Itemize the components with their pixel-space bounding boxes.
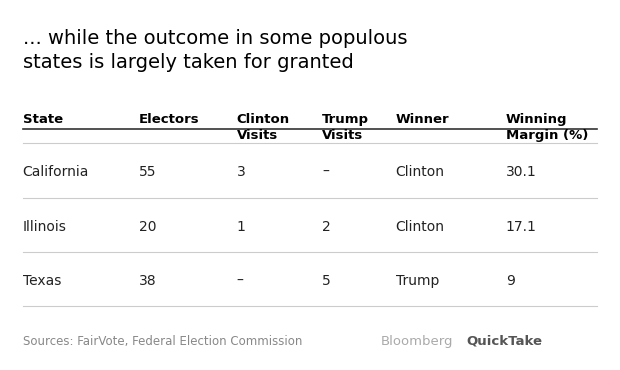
Text: 30.1: 30.1: [506, 165, 536, 179]
Text: 20: 20: [139, 219, 156, 233]
Text: Bloomberg: Bloomberg: [380, 335, 453, 348]
Text: State: State: [22, 113, 63, 126]
Text: Trump
Visits: Trump Visits: [322, 113, 370, 142]
Text: QuickTake: QuickTake: [466, 335, 542, 348]
Text: Winner: Winner: [396, 113, 450, 126]
Text: ... while the outcome in some populous
states is largely taken for granted: ... while the outcome in some populous s…: [22, 30, 407, 72]
Text: 38: 38: [139, 274, 156, 288]
Text: –: –: [322, 165, 329, 179]
Text: Clinton: Clinton: [396, 165, 445, 179]
Text: 55: 55: [139, 165, 156, 179]
Text: Clinton: Clinton: [396, 219, 445, 233]
Text: 2: 2: [322, 219, 331, 233]
Text: 5: 5: [322, 274, 331, 288]
Text: 9: 9: [506, 274, 515, 288]
Text: –: –: [237, 274, 244, 288]
Text: 1: 1: [237, 219, 246, 233]
Text: Electors: Electors: [139, 113, 200, 126]
Text: Texas: Texas: [22, 274, 61, 288]
Text: California: California: [22, 165, 89, 179]
Text: Illinois: Illinois: [22, 219, 66, 233]
Text: 3: 3: [237, 165, 246, 179]
Text: Trump: Trump: [396, 274, 439, 288]
Text: 17.1: 17.1: [506, 219, 536, 233]
Text: Winning
Margin (%): Winning Margin (%): [506, 113, 588, 142]
Text: Sources: FairVote, Federal Election Commission: Sources: FairVote, Federal Election Comm…: [22, 335, 302, 348]
Text: Clinton
Visits: Clinton Visits: [237, 113, 290, 142]
